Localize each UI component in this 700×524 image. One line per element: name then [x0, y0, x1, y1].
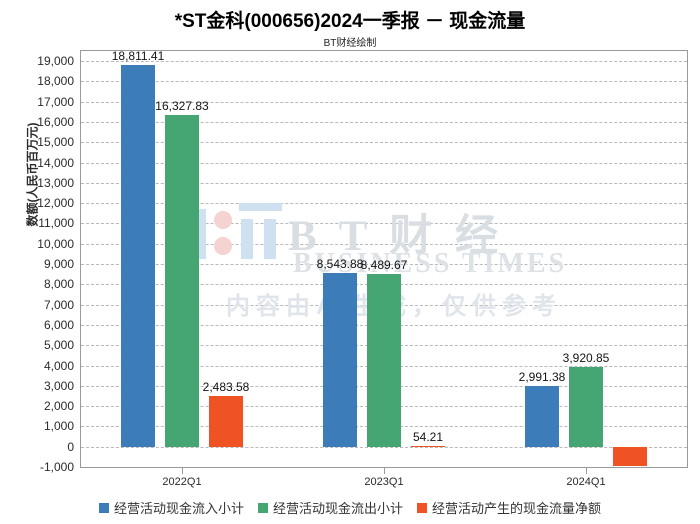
legend-swatch-icon	[417, 502, 427, 513]
bar[interactable]	[165, 115, 199, 447]
y-axis-tick-label: 14,000	[37, 155, 74, 170]
x-axis-tick-mark	[384, 468, 385, 474]
gridline	[81, 142, 687, 144]
bar[interactable]	[209, 396, 243, 447]
x-axis-tick-labels: 2022Q1 2023Q1 2024Q1	[80, 468, 688, 498]
gridline	[81, 182, 687, 184]
chart-subtitle: BT财经绘制	[323, 38, 377, 49]
gridline	[81, 162, 687, 164]
y-axis-tick-label: 9,000	[43, 257, 74, 272]
y-axis-tick-label: 10,000	[37, 236, 74, 251]
bar[interactable]	[411, 445, 445, 448]
gridline	[81, 81, 687, 83]
y-axis-tick-label: 15,000	[37, 135, 74, 150]
bar[interactable]	[323, 273, 357, 447]
bar[interactable]	[367, 274, 401, 447]
y-axis-tick-label: 16,000	[37, 115, 74, 130]
legend-label: 经营活动现金流出小计	[272, 501, 403, 516]
gridline	[81, 264, 687, 266]
bar[interactable]	[613, 446, 647, 466]
legend-item[interactable]: 经营活动现金流入小计	[98, 498, 244, 517]
chart-legend: 经营活动现金流入小计 经营活动现金流出小计 经营活动产生的现金流量净额	[0, 498, 700, 517]
x-axis-tick-label: 2022Q1	[162, 476, 202, 488]
bar-value-label: 2,991.38	[518, 370, 566, 384]
bar-value-label: 18,811.41	[111, 50, 165, 63]
gridline	[81, 122, 687, 124]
gridline	[81, 223, 687, 225]
y-axis-tick-label: 8,000	[43, 277, 74, 292]
bar-value-label: 8,543.88	[316, 257, 364, 272]
plot-area: B T 财 经 BUSINESS TIMES 内容由AI生成，仅供参考 18,8…	[80, 50, 688, 468]
legend-item[interactable]: 经营活动产生的现金流量净额	[417, 498, 601, 517]
y-axis-tick-label: 13,000	[37, 175, 74, 190]
y-axis-tick-label: 3,000	[43, 378, 74, 393]
legend-label: 经营活动产生的现金流量净额	[432, 501, 602, 516]
y-axis-tick-label: -1,000	[39, 460, 74, 474]
bar[interactable]	[121, 64, 155, 447]
y-axis-tick-label: 0	[67, 439, 74, 454]
y-axis-tick-labels: 19,000 18,000 17,000 16,000 15,000 14,000 13,0…	[0, 50, 74, 474]
y-axis-tick-label: 19,000	[37, 54, 74, 69]
chart-title: *ST金科(000656)2024一季报 － 现金流量	[174, 11, 526, 32]
bt-logo-icon	[194, 203, 282, 265]
legend-swatch-icon	[257, 502, 268, 513]
y-axis-tick-label: 4,000	[43, 358, 74, 373]
y-axis-tick-label: 5,000	[43, 338, 74, 353]
bar-value-label: 8,489.67	[360, 258, 408, 273]
gridline	[81, 203, 687, 205]
y-axis-tick-label: 17,000	[37, 94, 74, 109]
bar-value-label: 16,327.83	[155, 99, 209, 114]
gridline	[81, 61, 687, 63]
x-axis-tick-mark	[586, 468, 587, 474]
legend-item[interactable]: 经营活动现金流出小计	[257, 498, 403, 517]
legend-label: 经营活动现金流入小计	[113, 501, 244, 516]
bar-value-label: 3,920.85	[562, 351, 610, 366]
y-axis-tick-label: 11,000	[38, 216, 74, 231]
watermark-brand: B T 财 经	[288, 213, 505, 260]
y-axis-tick-label: 18,000	[37, 74, 74, 89]
y-axis-tick-label: 6,000	[43, 317, 74, 332]
x-axis-tick-label: 2023Q1	[364, 476, 404, 488]
x-axis-tick-label: 2024Q1	[566, 476, 606, 488]
y-axis-tick-label: 12,000	[37, 196, 74, 211]
y-axis-tick-label: 1,000	[43, 419, 74, 434]
gridline	[81, 446, 687, 448]
bar[interactable]	[569, 367, 603, 447]
y-axis-tick-label: 7,000	[43, 297, 74, 312]
bar[interactable]	[525, 386, 559, 447]
legend-swatch-icon	[98, 502, 109, 513]
x-axis-tick-mark	[182, 468, 183, 474]
bar-value-label: 54.21	[412, 429, 444, 444]
gridline	[81, 243, 687, 245]
gridline	[81, 101, 687, 103]
bar-value-label: 2,483.58	[202, 380, 250, 395]
y-axis-tick-label: 2,000	[43, 399, 74, 414]
